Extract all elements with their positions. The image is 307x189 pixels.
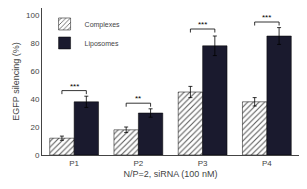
- svg-text:P2: P2: [133, 159, 143, 168]
- svg-text:P1: P1: [69, 159, 79, 168]
- svg-text:***: ***: [198, 20, 207, 29]
- svg-text:Complexes: Complexes: [85, 21, 121, 29]
- svg-text:Liposomes: Liposomes: [85, 40, 119, 48]
- svg-text:**: **: [135, 94, 141, 103]
- svg-text:100: 100: [26, 11, 40, 20]
- svg-text:***: ***: [70, 82, 79, 91]
- svg-text:0: 0: [35, 151, 40, 160]
- svg-text:60: 60: [30, 67, 39, 76]
- svg-text:P3: P3: [198, 159, 208, 168]
- svg-text:P4: P4: [262, 159, 272, 168]
- svg-text:20: 20: [30, 123, 39, 132]
- svg-text:40: 40: [30, 95, 39, 104]
- svg-text:N/P=2, siRNA (100 nM): N/P=2, siRNA (100 nM): [124, 169, 218, 179]
- svg-text:***: ***: [262, 13, 271, 22]
- svg-text:80: 80: [30, 39, 39, 48]
- svg-text:EGFP silencing (%): EGFP silencing (%): [11, 42, 21, 120]
